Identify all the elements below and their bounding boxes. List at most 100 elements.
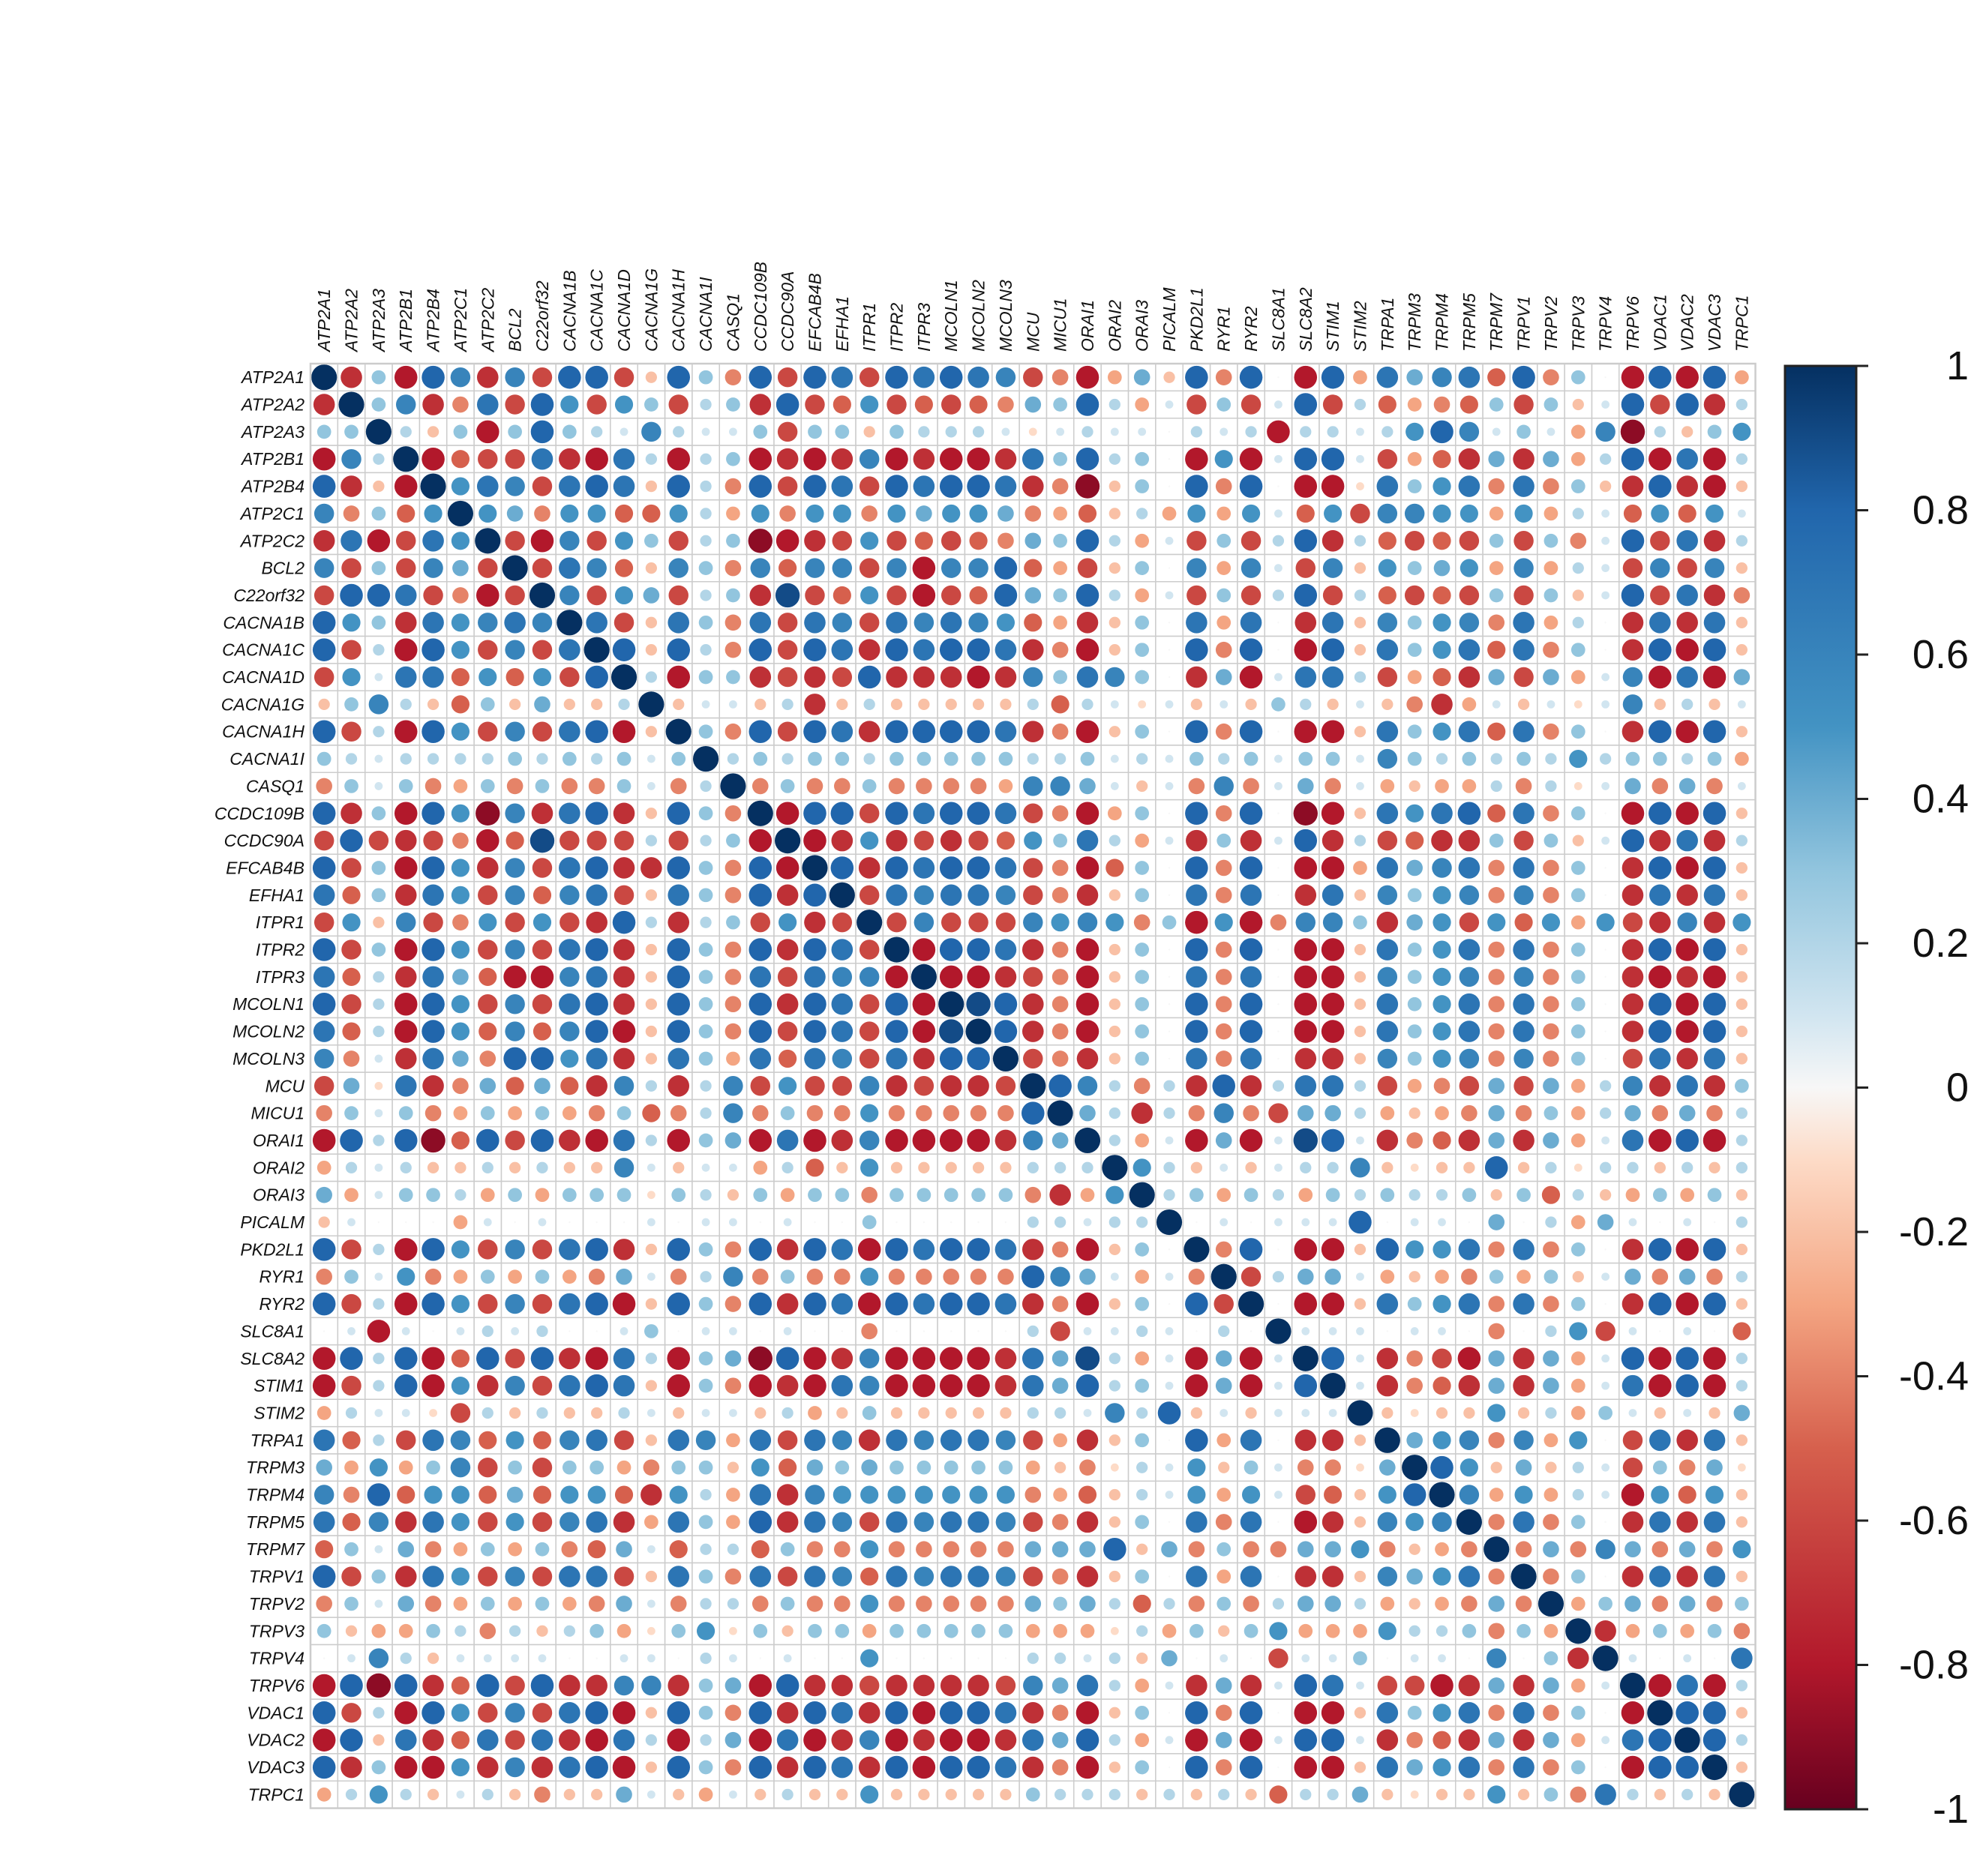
correlation-marker <box>538 1218 547 1227</box>
correlation-marker <box>1274 400 1282 409</box>
correlation-marker <box>783 1327 792 1335</box>
correlation-marker <box>750 558 771 578</box>
correlation-marker <box>701 1218 710 1227</box>
correlation-marker <box>613 857 635 879</box>
correlation-marker <box>588 1596 605 1612</box>
correlation-marker <box>1545 753 1557 765</box>
correlation-marker <box>886 912 907 933</box>
correlation-marker <box>1297 1268 1314 1285</box>
correlation-marker <box>1324 1485 1342 1504</box>
correlation-marker <box>1108 1298 1120 1310</box>
correlation-marker <box>505 858 525 878</box>
correlation-marker <box>394 1020 418 1043</box>
correlation-marker <box>1651 1485 1670 1504</box>
correlation-marker <box>532 367 553 388</box>
correlation-marker <box>1432 667 1451 687</box>
correlation-marker <box>1325 1188 1340 1203</box>
correlation-marker <box>858 639 880 661</box>
correlation-marker <box>1432 532 1451 550</box>
correlation-marker <box>340 366 362 388</box>
correlation-marker <box>1298 751 1313 766</box>
correlation-marker <box>616 1106 632 1120</box>
correlation-marker <box>1052 1132 1069 1149</box>
correlation-marker <box>1186 666 1208 688</box>
column-label: TRPM3 <box>1405 293 1424 352</box>
correlation-marker <box>912 583 936 607</box>
correlation-marker <box>1075 474 1100 499</box>
correlation-marker <box>1601 1491 1610 1499</box>
correlation-marker <box>1516 1269 1531 1284</box>
correlation-marker <box>422 447 445 471</box>
correlation-marker <box>505 885 525 906</box>
correlation-marker <box>1322 1429 1344 1452</box>
correlation-marker <box>478 1512 498 1533</box>
correlation-marker <box>531 802 554 825</box>
correlation-marker <box>314 1485 334 1505</box>
correlation-marker <box>1023 1430 1043 1451</box>
correlation-marker <box>834 1104 850 1122</box>
correlation-marker <box>861 1186 878 1203</box>
correlation-marker <box>1376 1020 1399 1042</box>
row-label: ATP2C1 <box>239 504 304 523</box>
correlation-marker <box>1705 1485 1724 1504</box>
correlation-marker <box>532 476 553 496</box>
correlation-marker <box>778 1049 797 1068</box>
correlation-marker <box>998 505 1014 522</box>
correlation-marker <box>532 1431 552 1449</box>
correlation-marker <box>943 778 960 795</box>
correlation-marker <box>1604 1057 1606 1060</box>
correlation-marker <box>427 698 440 711</box>
correlation-marker <box>451 1349 470 1368</box>
correlation-marker <box>1327 698 1339 711</box>
correlation-marker <box>1105 1403 1125 1423</box>
correlation-marker <box>831 939 854 960</box>
correlation-marker <box>340 829 363 853</box>
column-label: CACNA1I <box>696 277 716 352</box>
correlation-marker <box>1544 1433 1558 1448</box>
correlation-marker <box>560 885 580 906</box>
correlation-marker <box>945 1407 957 1419</box>
correlation-marker <box>1270 1541 1287 1558</box>
correlation-marker <box>1651 504 1670 523</box>
correlation-marker <box>1186 531 1207 551</box>
correlation-marker <box>394 666 417 688</box>
correlation-marker <box>888 1541 905 1558</box>
correlation-marker <box>1076 1374 1100 1398</box>
correlation-marker <box>1706 1596 1723 1612</box>
row-label: CACNA1C <box>222 640 304 660</box>
correlation-marker <box>916 1104 932 1122</box>
correlation-marker <box>451 722 470 741</box>
correlation-marker <box>1543 1568 1559 1585</box>
correlation-marker <box>780 1596 795 1611</box>
correlation-marker <box>478 913 497 932</box>
correlation-marker <box>1185 1428 1208 1452</box>
correlation-marker <box>939 856 963 880</box>
correlation-marker <box>424 1485 442 1504</box>
correlation-marker <box>748 1374 772 1398</box>
correlation-marker <box>1216 833 1232 848</box>
correlation-marker <box>394 365 418 389</box>
correlation-marker <box>1570 724 1586 739</box>
correlation-marker <box>1461 1541 1478 1558</box>
correlation-marker <box>505 448 525 469</box>
correlation-marker <box>591 698 603 711</box>
correlation-marker <box>343 1077 360 1095</box>
correlation-marker <box>1108 835 1120 847</box>
correlation-marker <box>1138 700 1147 709</box>
correlation-marker <box>1348 1210 1372 1234</box>
correlation-marker <box>1294 1074 1317 1097</box>
correlation-marker <box>1604 1521 1606 1524</box>
correlation-marker <box>397 1267 416 1286</box>
correlation-marker <box>1294 638 1318 661</box>
correlation-marker <box>1682 698 1694 711</box>
correlation-marker <box>367 1483 391 1506</box>
correlation-marker <box>1572 589 1584 601</box>
correlation-marker <box>1165 1381 1174 1390</box>
correlation-marker <box>995 1076 1016 1096</box>
correlation-marker <box>698 370 713 385</box>
correlation-marker <box>343 505 360 522</box>
correlation-marker <box>559 993 580 1015</box>
correlation-marker <box>1648 938 1672 961</box>
correlation-marker <box>700 916 712 928</box>
matrix-cells <box>309 362 1756 1809</box>
